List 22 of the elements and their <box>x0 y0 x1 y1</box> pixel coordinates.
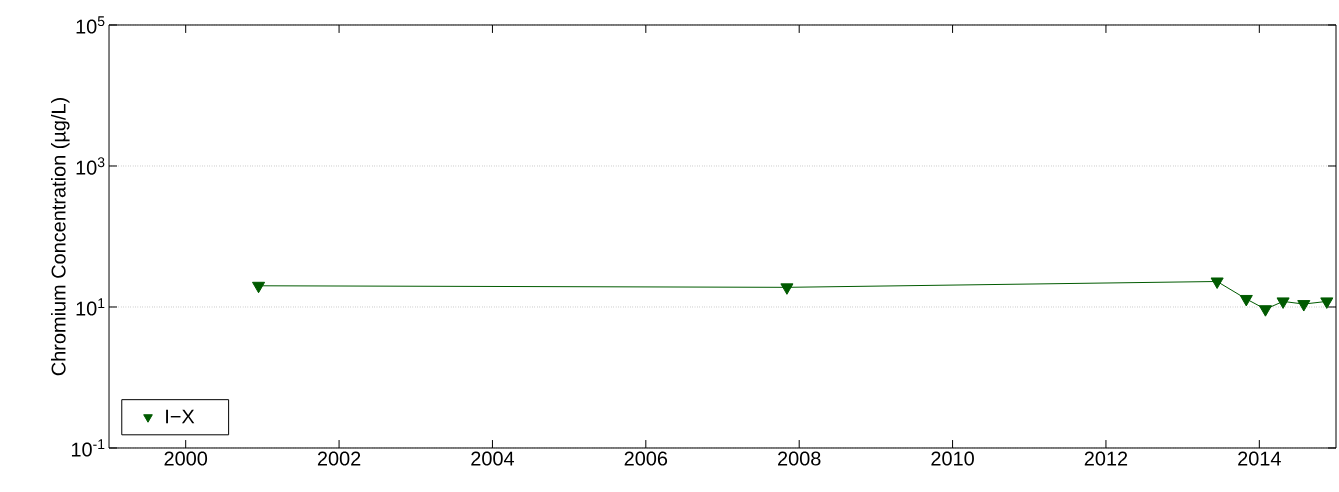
y-tick-label: 10$^{3}$ <box>76 157 105 175</box>
y-tick-label: 10$^{-1}$ <box>71 439 105 457</box>
x-tick-label: 2008 <box>778 451 821 466</box>
x-tick-label: 2006 <box>624 451 668 466</box>
x-tick-label: 2010 <box>931 451 974 466</box>
x-tick-label: 2012 <box>1084 451 1128 466</box>
x-tick-label: 2000 <box>164 451 208 466</box>
x-tick-label: 2002 <box>317 451 361 466</box>
x-tick-label: 2004 <box>471 451 515 466</box>
y-tick-label: 10$^{5}$ <box>76 16 105 34</box>
point <box>1239 294 1253 307</box>
point <box>1210 277 1224 289</box>
point <box>780 283 794 295</box>
y-axis-title: Chromium Concentration (µg/L) <box>51 98 70 376</box>
point <box>1297 300 1311 312</box>
legend-label: I−X <box>166 409 195 424</box>
point <box>1276 297 1290 309</box>
point <box>1320 297 1334 309</box>
y-tick-label: 10$^{1}$ <box>76 298 105 316</box>
point <box>252 281 266 294</box>
x-tick-label: 2014 <box>1238 451 1281 466</box>
point <box>1258 305 1272 317</box>
